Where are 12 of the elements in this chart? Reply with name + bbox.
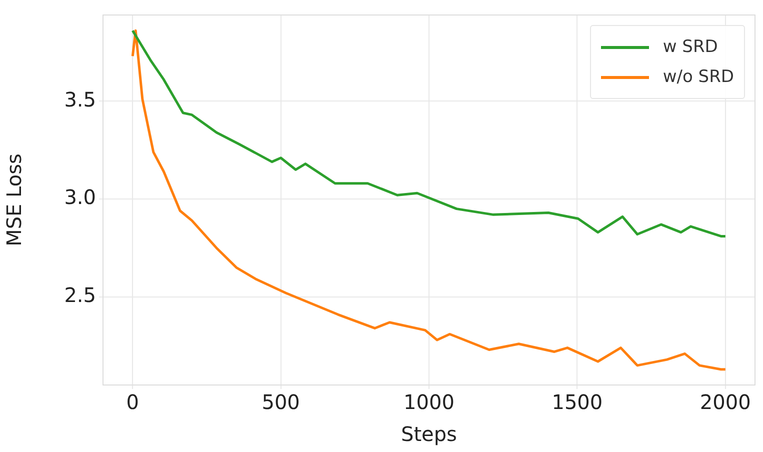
x-axis-title: Steps xyxy=(401,422,457,446)
x-tick-label: 2000 xyxy=(700,390,751,414)
x-tick-label: 500 xyxy=(262,390,300,414)
x-tick-label: 0 xyxy=(126,390,140,414)
x-tick-label: 1000 xyxy=(404,390,454,414)
y-axis-title: MSE Loss xyxy=(2,154,26,246)
y-tick-label: 3.0 xyxy=(64,185,96,210)
y-tick-label: 2.5 xyxy=(64,283,96,308)
legend-label: w/o SRD xyxy=(662,67,734,87)
x-tick-label: 1500 xyxy=(552,390,603,414)
y-tick-label: 3.5 xyxy=(64,87,96,112)
legend-label: w SRD xyxy=(662,37,718,57)
